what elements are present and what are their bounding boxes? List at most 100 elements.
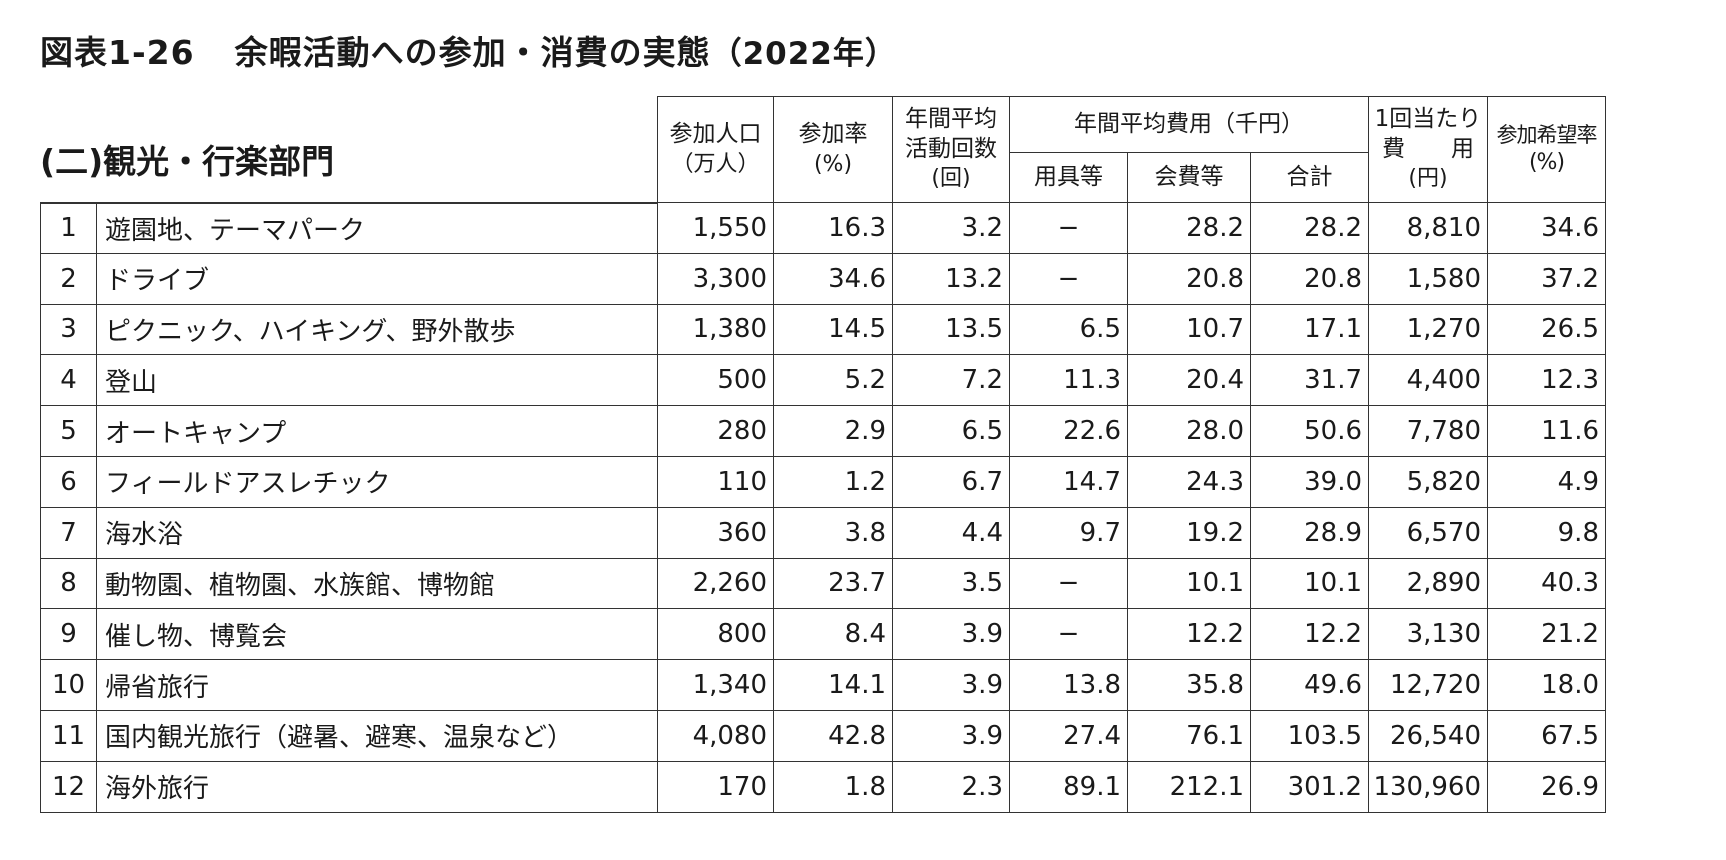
cell-population: 110: [657, 455, 774, 508]
cell-desire-rate: 12.3: [1487, 354, 1606, 407]
cell-fees: 28.2: [1127, 202, 1251, 254]
header-equipment: 用具等: [1009, 152, 1128, 203]
cell-fees: 20.4: [1127, 354, 1251, 407]
leisure-table: 参加人口 （万人） 参加率 (%) 年間平均 活動回数 (回) 年間平均費用（千円） 1…: [40, 96, 1606, 813]
cell-equipment: −: [1009, 252, 1128, 305]
table-row: 7 海水浴 360 3.8 4.4 9.7 19.2 28.9 6,570 9.8: [40, 506, 1606, 559]
cell-per-time-cost: 1,270: [1368, 303, 1488, 356]
cell-fees: 24.3: [1127, 455, 1251, 508]
cell-rate: 5.2: [773, 354, 893, 407]
cell-population: 1,380: [657, 303, 774, 356]
cell-population: 800: [657, 608, 774, 661]
cell-desire-rate: 40.3: [1487, 557, 1606, 610]
cell-equipment: 22.6: [1009, 405, 1128, 457]
cell-total: 17.1: [1250, 303, 1369, 356]
activity-name: 帰省旅行: [96, 659, 658, 711]
cell-annual-count: 6.5: [892, 405, 1010, 457]
header-blank: [40, 96, 658, 204]
row-number: 1: [40, 202, 97, 254]
cell-desire-rate: 9.8: [1487, 506, 1606, 559]
cell-desire-rate: 26.9: [1487, 760, 1606, 813]
cell-per-time-cost: 5,820: [1368, 455, 1488, 508]
cell-population: 280: [657, 405, 774, 457]
table-row: 11 国内観光旅行（避暑、避寒、温泉など） 4,080 42.8 3.9 27.4 76.1…: [40, 709, 1606, 762]
cell-rate: 34.6: [773, 252, 893, 305]
cell-desire-rate: 11.6: [1487, 405, 1606, 457]
activity-name: 催し物、博覧会: [96, 608, 658, 661]
row-number: 8: [40, 557, 97, 610]
cell-population: 1,340: [657, 659, 774, 711]
header-rate: 参加率 (%): [773, 96, 893, 203]
cell-fees: 12.2: [1127, 608, 1251, 661]
cell-rate: 14.1: [773, 659, 893, 711]
row-number: 10: [40, 659, 97, 711]
activity-name: フィールドアスレチック: [96, 455, 658, 508]
header-annual-count: 年間平均 活動回数 (回): [892, 96, 1010, 203]
cell-fees: 28.0: [1127, 405, 1251, 457]
figure-title-text: 余暇活動への参加・消費の実態: [234, 33, 711, 72]
row-number: 2: [40, 252, 97, 305]
activity-name: オートキャンプ: [96, 405, 658, 457]
table-row: 6 フィールドアスレチック 110 1.2 6.7 14.7 24.3 39.0 5,820 4.…: [40, 455, 1606, 508]
cell-rate: 16.3: [773, 202, 893, 254]
cell-total: 28.2: [1250, 202, 1369, 254]
header-desire-rate: 参加希望率 (%): [1487, 96, 1606, 203]
cell-desire-rate: 34.6: [1487, 202, 1606, 254]
cell-total: 20.8: [1250, 252, 1369, 305]
table-row: 2 ドライブ 3,300 34.6 13.2−20.8 20.8 1,580 37.2: [40, 252, 1606, 305]
cell-equipment: 11.3: [1009, 354, 1128, 407]
cell-total: 49.6: [1250, 659, 1369, 711]
cell-rate: 1.8: [773, 760, 893, 813]
cell-equipment: 14.7: [1009, 455, 1128, 508]
activity-name: 登山: [96, 354, 658, 407]
header-fees: 会費等: [1127, 152, 1251, 203]
cell-desire-rate: 18.0: [1487, 659, 1606, 711]
cell-fees: 76.1: [1127, 709, 1251, 762]
cell-rate: 3.8: [773, 506, 893, 559]
cell-total: 31.7: [1250, 354, 1369, 407]
cell-fees: 20.8: [1127, 252, 1251, 305]
cell-annual-count: 3.9: [892, 709, 1010, 762]
cell-equipment: 27.4: [1009, 709, 1128, 762]
cell-rate: 1.2: [773, 455, 893, 508]
row-number: 5: [40, 405, 97, 457]
row-number: 3: [40, 303, 97, 356]
cell-annual-count: 7.2: [892, 354, 1010, 407]
cell-per-time-cost: 26,540: [1368, 709, 1488, 762]
header-annual-cost-group: 年間平均費用（千円）: [1009, 96, 1369, 153]
activity-name: ドライブ: [96, 252, 658, 305]
cell-rate: 42.8: [773, 709, 893, 762]
cell-per-time-cost: 130,960: [1368, 760, 1488, 813]
cell-population: 1,550: [657, 202, 774, 254]
cell-total: 10.1: [1250, 557, 1369, 610]
cell-per-time-cost: 3,130: [1368, 608, 1488, 661]
cell-annual-count: 13.2: [892, 252, 1010, 305]
cell-population: 3,300: [657, 252, 774, 305]
figure-number: 図表1-26: [40, 33, 195, 72]
cell-annual-count: 13.5: [892, 303, 1010, 356]
table-row: 12 海外旅行 170 1.8 2.3 89.1 212.1 301.2 130,960 26.9: [40, 760, 1606, 813]
cell-per-time-cost: 2,890: [1368, 557, 1488, 610]
cell-desire-rate: 4.9: [1487, 455, 1606, 508]
cell-per-time-cost: 1,580: [1368, 252, 1488, 305]
table-row: 9 催し物、博覧会 800 8.4 3.9−12.2 12.2 3,130 21.2: [40, 608, 1606, 661]
activity-name: 海水浴: [96, 506, 658, 559]
activity-name: ピクニック、ハイキング、野外散歩: [96, 303, 658, 356]
row-number: 12: [40, 760, 97, 813]
header-population: 参加人口 （万人）: [657, 96, 774, 203]
table-row: 4 登山 500 5.2 7.2 11.3 20.4 31.7 4,400 12.3: [40, 354, 1606, 407]
table-body: 1 遊園地、テーマパーク 1,550 16.3 3.2−28.2 28.2 8,810 34.…: [40, 202, 1606, 813]
table-row: 3 ピクニック、ハイキング、野外散歩 1,380 14.5 13.5 6.5 10.7 17.…: [40, 303, 1606, 356]
cell-fees: 10.1: [1127, 557, 1251, 610]
activity-name: 海外旅行: [96, 760, 658, 813]
figure-year: （2022年）: [710, 36, 897, 72]
cell-fees: 212.1: [1127, 760, 1251, 813]
cell-total: 301.2: [1250, 760, 1369, 813]
cell-annual-count: 6.7: [892, 455, 1010, 508]
cell-population: 360: [657, 506, 774, 559]
cell-total: 28.9: [1250, 506, 1369, 559]
cell-rate: 23.7: [773, 557, 893, 610]
row-number: 7: [40, 506, 97, 559]
cell-annual-count: 2.3: [892, 760, 1010, 813]
cell-fees: 19.2: [1127, 506, 1251, 559]
